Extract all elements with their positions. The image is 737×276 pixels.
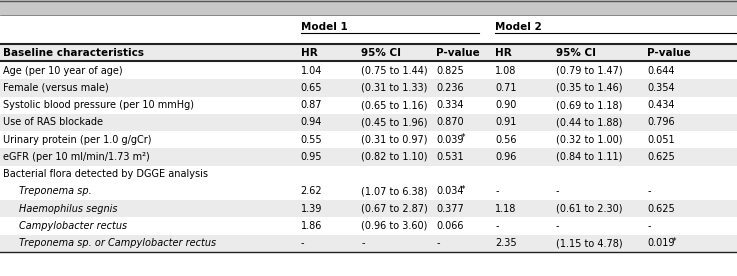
Text: Age (per 10 year of age): Age (per 10 year of age)	[3, 66, 122, 76]
Text: 0.94: 0.94	[301, 118, 322, 128]
Text: (1.15 to 4.78): (1.15 to 4.78)	[556, 238, 622, 248]
Bar	[0, 166, 737, 183]
Bar	[0, 62, 737, 79]
Text: Haemophilus segnis: Haemophilus segnis	[19, 204, 118, 214]
Text: (0.82 to 1.10): (0.82 to 1.10)	[361, 152, 427, 162]
Text: 1.04: 1.04	[301, 66, 322, 76]
Text: P-value: P-value	[436, 48, 480, 58]
Text: (0.61 to 2.30): (0.61 to 2.30)	[556, 204, 622, 214]
Text: -: -	[556, 187, 559, 197]
Text: HR: HR	[495, 48, 512, 58]
Text: 0.644: 0.644	[647, 66, 674, 76]
Text: (0.69 to 1.18): (0.69 to 1.18)	[556, 100, 622, 110]
Text: 0.91: 0.91	[495, 118, 517, 128]
Text: 2.62: 2.62	[301, 187, 322, 197]
Text: 1.39: 1.39	[301, 204, 322, 214]
Text: 1.86: 1.86	[301, 221, 322, 231]
Text: 0.377: 0.377	[436, 204, 464, 214]
Text: 0.71: 0.71	[495, 83, 517, 93]
Text: (1.07 to 6.38): (1.07 to 6.38)	[361, 187, 427, 197]
Text: 1.08: 1.08	[495, 66, 517, 76]
Text: 0.434: 0.434	[647, 100, 674, 110]
Text: (0.79 to 1.47): (0.79 to 1.47)	[556, 66, 622, 76]
Bar	[0, 97, 737, 114]
Text: 0.051: 0.051	[647, 135, 674, 145]
Text: (0.35 to 1.46): (0.35 to 1.46)	[556, 83, 622, 93]
Text: (0.67 to 2.87): (0.67 to 2.87)	[361, 204, 428, 214]
Text: 0.796: 0.796	[647, 118, 674, 128]
Text: Campylobacter rectus: Campylobacter rectus	[19, 221, 128, 231]
Text: -: -	[556, 221, 559, 231]
Text: 0.066: 0.066	[436, 221, 464, 231]
Text: eGFR (per 10 ml/min/1.73 m²): eGFR (per 10 ml/min/1.73 m²)	[3, 152, 150, 162]
Bar	[0, 217, 737, 235]
Text: (0.75 to 1.44): (0.75 to 1.44)	[361, 66, 427, 76]
Text: 0.034: 0.034	[436, 187, 464, 197]
Text: P-value: P-value	[647, 48, 691, 58]
Text: 0.531: 0.531	[436, 152, 464, 162]
Text: 0.96: 0.96	[495, 152, 517, 162]
Text: Urinary protein (per 1.0 g/gCr): Urinary protein (per 1.0 g/gCr)	[3, 135, 151, 145]
Bar	[0, 79, 737, 97]
Text: (0.84 to 1.11): (0.84 to 1.11)	[556, 152, 622, 162]
Text: 0.236: 0.236	[436, 83, 464, 93]
Text: (0.96 to 3.60): (0.96 to 3.60)	[361, 221, 427, 231]
Text: 0.55: 0.55	[301, 135, 322, 145]
Text: Model 1: Model 1	[301, 22, 347, 32]
Text: 0.95: 0.95	[301, 152, 322, 162]
Bar	[0, 131, 737, 148]
Bar	[0, 235, 737, 252]
Text: Baseline characteristics: Baseline characteristics	[3, 48, 144, 58]
Text: Model 2: Model 2	[495, 22, 542, 32]
Text: 0.87: 0.87	[301, 100, 322, 110]
Text: HR: HR	[301, 48, 318, 58]
Text: (0.65 to 1.16): (0.65 to 1.16)	[361, 100, 427, 110]
Text: 0.019: 0.019	[647, 238, 674, 248]
Text: Use of RAS blockade: Use of RAS blockade	[3, 118, 103, 128]
Text: 95% CI: 95% CI	[556, 48, 595, 58]
Text: 0.870: 0.870	[436, 118, 464, 128]
Text: 0.65: 0.65	[301, 83, 322, 93]
Text: 0.334: 0.334	[436, 100, 464, 110]
Bar	[0, 200, 737, 217]
Text: -: -	[647, 187, 651, 197]
Text: Systolic blood pressure (per 10 mmHg): Systolic blood pressure (per 10 mmHg)	[3, 100, 194, 110]
Text: 0.625: 0.625	[647, 152, 675, 162]
Text: 2.35: 2.35	[495, 238, 517, 248]
Text: -: -	[495, 221, 499, 231]
Text: Female (versus male): Female (versus male)	[3, 83, 108, 93]
Text: (0.31 to 0.97): (0.31 to 0.97)	[361, 135, 427, 145]
Bar	[0, 148, 737, 166]
Text: -: -	[436, 238, 440, 248]
Text: *: *	[671, 237, 676, 246]
Text: -: -	[361, 238, 365, 248]
Text: -: -	[301, 238, 304, 248]
Text: 0.825: 0.825	[436, 66, 464, 76]
Text: Bacterial flora detected by DGGE analysis: Bacterial flora detected by DGGE analysi…	[3, 169, 208, 179]
Bar	[0, 183, 737, 200]
Text: (0.45 to 1.96): (0.45 to 1.96)	[361, 118, 427, 128]
Text: -: -	[647, 221, 651, 231]
Text: 0.56: 0.56	[495, 135, 517, 145]
Text: *: *	[461, 133, 465, 142]
Bar	[0, 0, 737, 15]
Text: *: *	[461, 185, 465, 194]
Text: 1.18: 1.18	[495, 204, 517, 214]
Text: Treponema sp. or Campylobacter rectus: Treponema sp. or Campylobacter rectus	[19, 238, 216, 248]
Text: Treponema sp.: Treponema sp.	[19, 187, 92, 197]
Text: 0.354: 0.354	[647, 83, 674, 93]
Text: 0.039: 0.039	[436, 135, 464, 145]
Text: -: -	[495, 187, 499, 197]
Bar	[0, 114, 737, 131]
Text: 95% CI: 95% CI	[361, 48, 401, 58]
Bar	[0, 44, 737, 62]
Text: 0.625: 0.625	[647, 204, 675, 214]
Text: (0.31 to 1.33): (0.31 to 1.33)	[361, 83, 427, 93]
Text: 0.90: 0.90	[495, 100, 517, 110]
Text: (0.44 to 1.88): (0.44 to 1.88)	[556, 118, 622, 128]
Text: (0.32 to 1.00): (0.32 to 1.00)	[556, 135, 622, 145]
